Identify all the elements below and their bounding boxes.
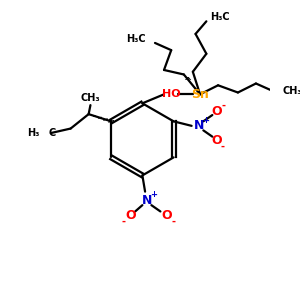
Text: H₃: H₃ <box>28 128 40 138</box>
Text: H₃C: H₃C <box>126 34 146 44</box>
Text: C: C <box>48 128 55 138</box>
Text: -: - <box>220 142 224 152</box>
Text: -: - <box>172 216 176 226</box>
Text: -: - <box>122 216 125 226</box>
Text: O: O <box>212 105 222 118</box>
Text: +: + <box>202 116 208 125</box>
Text: O: O <box>125 208 136 222</box>
Text: H₃C: H₃C <box>210 12 230 22</box>
Text: ^: ^ <box>183 77 191 87</box>
Text: N: N <box>142 194 152 207</box>
Text: O: O <box>161 208 172 222</box>
Text: N: N <box>194 119 204 132</box>
Text: O: O <box>212 134 222 147</box>
Text: CH₃: CH₃ <box>283 86 300 96</box>
Text: -: - <box>221 101 225 111</box>
Text: HO: HO <box>162 89 181 99</box>
Text: +: + <box>150 190 157 199</box>
Text: Sn: Sn <box>191 88 209 101</box>
Text: CH₃: CH₃ <box>81 93 100 103</box>
